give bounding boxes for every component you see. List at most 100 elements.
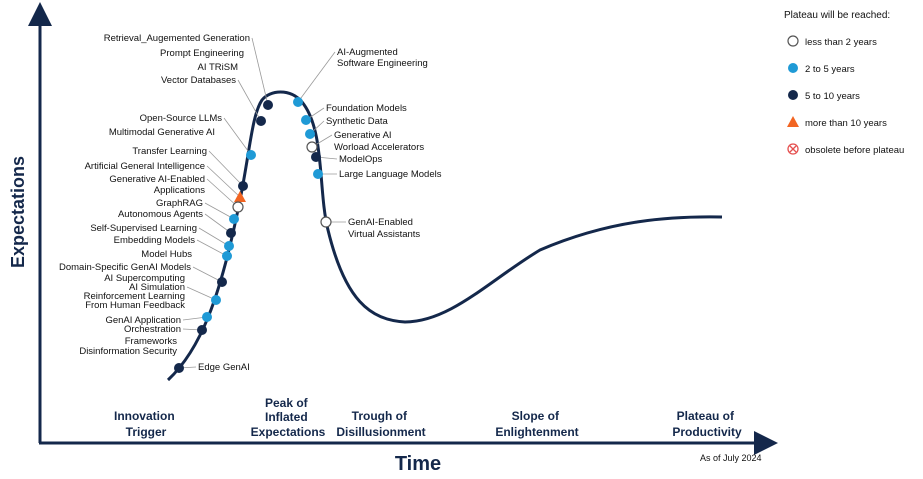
technology-open-source-llms: Open-Source LLMs <box>140 113 256 160</box>
leader-line <box>186 286 217 301</box>
technology-large-language-models: Large Language Models <box>313 169 442 180</box>
technology-orchestration: Orchestration <box>124 324 207 335</box>
technology-label: AI TRiSM <box>198 62 239 73</box>
legend-item-2to5: 2 to 5 years <box>788 63 855 75</box>
marker-lt2 <box>306 141 318 153</box>
technology-prompt-engineering: Prompt Engineering <box>160 48 244 59</box>
technology-ai-augmented: AI-Augmented <box>293 47 398 107</box>
technology-label: AI Supercomputing <box>104 273 185 284</box>
marker-5to10 <box>174 363 184 373</box>
marker-2to5 <box>293 97 303 107</box>
technology-modelops: ModelOps <box>311 152 383 165</box>
technology-label: Model Hubs <box>141 249 192 260</box>
technology-domain-specific-genai-models: Domain-Specific GenAI Models <box>59 262 227 287</box>
marker-5to10 <box>217 277 227 287</box>
technology-generative-ai-enabled: Generative AI-Enabled <box>109 174 244 213</box>
technology-label: Orchestration <box>124 324 181 335</box>
marker-2to5 <box>202 312 212 322</box>
technology-label: From Human Feedback <box>85 300 185 311</box>
legend-marker-obsolete <box>787 143 799 155</box>
legend-label: obsolete before plateau <box>805 145 904 156</box>
technology-graphrag: GraphRAG <box>156 198 239 224</box>
technology-label: Domain-Specific GenAI Models <box>59 262 191 273</box>
technology-label: ModelOps <box>339 154 383 165</box>
x-axis-label: Time <box>395 453 441 474</box>
leader-line <box>237 79 262 122</box>
technology-label: Synthetic Data <box>326 116 388 127</box>
marker-5to10 <box>263 100 273 110</box>
legend-label: less than 2 years <box>805 37 877 48</box>
legend: Plateau will be reached: less than 2 yea… <box>784 10 904 156</box>
technology-generative-ai: Generative AI <box>306 130 392 153</box>
technology-label: Edge GenAI <box>198 362 250 373</box>
marker-2to5 <box>224 241 234 251</box>
technology-self-supervised-learning: Self-Supervised Learning <box>90 223 234 251</box>
technology-label: Generative AI-Enabled <box>109 174 205 185</box>
technology-transfer-learning: Transfer Learning <box>132 146 248 191</box>
legend-item-5to10: 5 to 10 years <box>788 90 860 102</box>
technology-label: AI Simulation <box>129 282 185 293</box>
legend-label: 2 to 5 years <box>805 64 855 75</box>
legend-marker-5to10 <box>788 90 798 100</box>
technology-label: Artificial General Intelligence <box>85 161 205 172</box>
leader-line <box>196 239 228 257</box>
technology-label: Multimodal Generative AI <box>109 127 215 138</box>
marker-2to5 <box>313 169 323 179</box>
technology-genai-application: GenAI Application <box>105 312 212 326</box>
leader-line <box>204 213 232 234</box>
technology-vector-databases: Vector Databases <box>161 75 266 126</box>
marker-5to10 <box>226 228 236 238</box>
technology-edge-genai: Edge GenAI <box>174 362 250 373</box>
technology-frameworks: Frameworks <box>125 336 178 347</box>
phase-separator <box>316 4 323 440</box>
leader-line <box>192 266 223 283</box>
technology-label: Embedding Models <box>114 235 196 246</box>
marker-lt2 <box>232 201 244 213</box>
technology-foundation-models: Foundation Models <box>301 103 407 125</box>
technology-label: GenAI-Enabled <box>348 217 413 228</box>
technology-label: Generative AI <box>334 130 392 141</box>
leader-line <box>206 165 241 198</box>
technology-label: Retrieval_Augemented Generation <box>104 33 250 44</box>
leader-line <box>251 37 269 106</box>
marker-5to10 <box>238 181 248 191</box>
technology-ai-simulation: AI Simulation <box>129 282 221 305</box>
legend-label: more than 10 years <box>805 118 887 129</box>
technology-from-human-feedback: From Human Feedback <box>85 300 185 311</box>
marker-5to10 <box>256 116 266 126</box>
technology-model-hubs: Model Hubs <box>141 249 192 260</box>
legend-marker-2to5 <box>788 63 798 73</box>
technology-label: Foundation Models <box>326 103 407 114</box>
legend-item-gt10: more than 10 years <box>787 116 887 129</box>
technology-label: Large Language Models <box>339 169 442 180</box>
legend-title: Plateau will be reached: <box>784 10 890 21</box>
legend-label: 5 to 10 years <box>805 91 860 102</box>
phase-slope-of-enlightenment: Slope of Enlightenment <box>495 409 578 439</box>
technology-label: Transfer Learning <box>132 146 207 157</box>
phase-separators <box>254 4 632 440</box>
technology-retrieval-augemented-generation: Retrieval_Augemented Generation <box>104 33 273 110</box>
technology-genai-enabled: GenAI-Enabled <box>320 216 413 228</box>
marker-5to10 <box>311 152 321 162</box>
phase-peak-of-inflated-expectations: Peak of Inflated Expectations <box>251 396 326 439</box>
leader-line <box>198 227 230 247</box>
technology-label: Reinforcement Learning <box>84 291 185 302</box>
technology-ai-supercomputing: AI Supercomputing <box>104 273 185 284</box>
technology-label: Self-Supervised Learning <box>90 223 197 234</box>
technology-label: Autonomous Agents <box>118 209 203 220</box>
leader-line <box>297 51 336 103</box>
phase-plateau-of-productivity: Plateau of Productivity <box>672 409 742 439</box>
marker-gt10 <box>234 191 246 202</box>
legend-marker-gt10 <box>787 116 799 127</box>
technology-synthetic-data: Synthetic Data <box>305 116 388 139</box>
technology-autonomous-agents: Autonomous Agents <box>118 209 236 238</box>
marker-2to5 <box>229 214 239 224</box>
technology-label: Prompt Engineering <box>160 48 244 59</box>
technology-applications: Applications <box>154 185 205 196</box>
technology-label: Frameworks <box>125 336 178 347</box>
technology-label: Vector Databases <box>161 75 236 86</box>
technology-ai-trism: AI TRiSM <box>198 62 239 73</box>
phase-innovation-trigger: Innovation Trigger <box>114 409 178 439</box>
technology-label: Applications <box>154 185 205 196</box>
